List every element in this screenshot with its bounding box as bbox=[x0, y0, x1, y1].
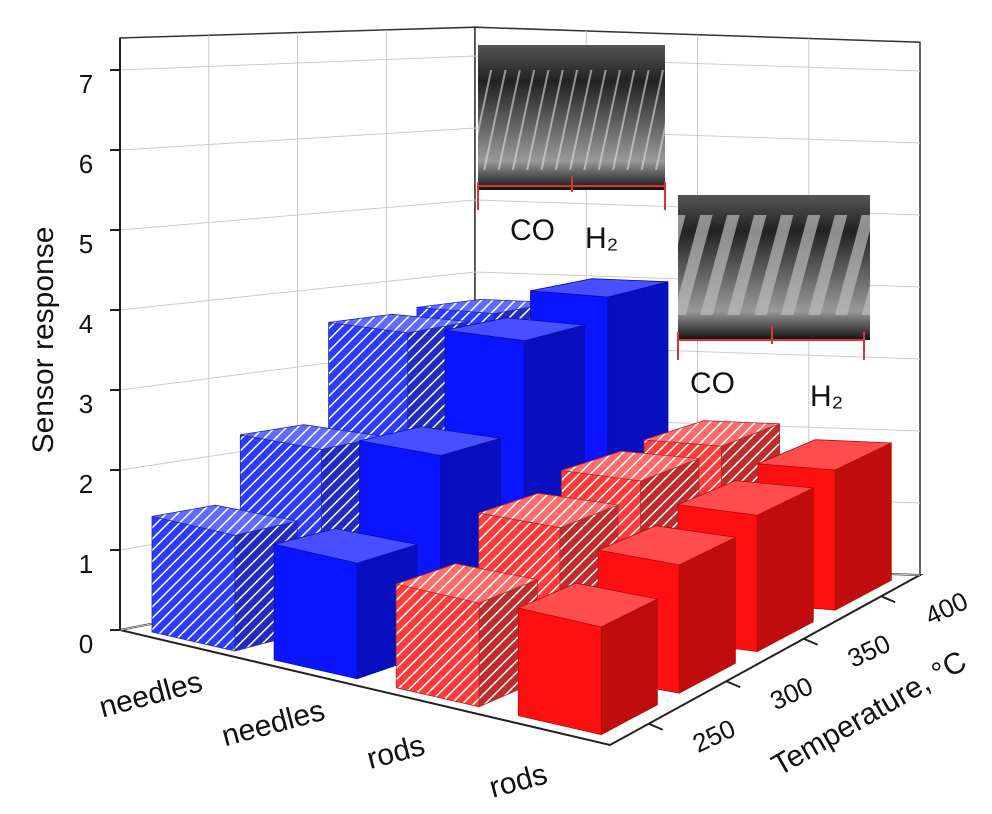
bar-front bbox=[518, 608, 601, 735]
sem-texture bbox=[678, 215, 870, 315]
temperature-tick bbox=[881, 596, 895, 602]
bar bbox=[396, 564, 537, 707]
y-tick-label: 5 bbox=[79, 229, 93, 259]
y-axis-title: Sensor response bbox=[27, 227, 60, 454]
bar-side bbox=[835, 443, 891, 610]
bar-front bbox=[152, 516, 235, 651]
bar-front bbox=[274, 544, 357, 679]
y-tick-label: 7 bbox=[79, 69, 93, 99]
sem-texture bbox=[478, 70, 665, 170]
inset-label: H₂ bbox=[585, 222, 618, 255]
temperature-tick bbox=[649, 724, 663, 730]
inset-label: CO bbox=[690, 367, 735, 400]
bar bbox=[518, 583, 657, 735]
y-tick-label: 3 bbox=[79, 389, 93, 419]
y-tick-label: 0 bbox=[79, 629, 93, 659]
category-label: needles bbox=[218, 694, 328, 753]
temperature-tick bbox=[726, 681, 740, 687]
temperature-label: 250 bbox=[688, 713, 740, 759]
category-label: rods bbox=[486, 758, 551, 805]
y-tick-label: 2 bbox=[79, 469, 93, 499]
y-tick-label: 1 bbox=[79, 549, 93, 579]
temperature-tick bbox=[804, 639, 818, 645]
category-label: needles bbox=[96, 665, 206, 724]
bar-front bbox=[396, 584, 479, 707]
y-tick-label: 6 bbox=[79, 149, 93, 179]
inset-label: H₂ bbox=[810, 380, 843, 413]
temperature-label: 300 bbox=[765, 671, 817, 717]
chart: 01234567 CO H₂ CO H₂ Sensor response Tem… bbox=[0, 0, 992, 814]
y-tick-label: 4 bbox=[79, 309, 93, 339]
inset-label: CO bbox=[510, 214, 555, 247]
category-label: rods bbox=[363, 729, 428, 776]
temperature-label: 400 bbox=[920, 586, 972, 632]
temperature-label: 350 bbox=[843, 628, 895, 674]
